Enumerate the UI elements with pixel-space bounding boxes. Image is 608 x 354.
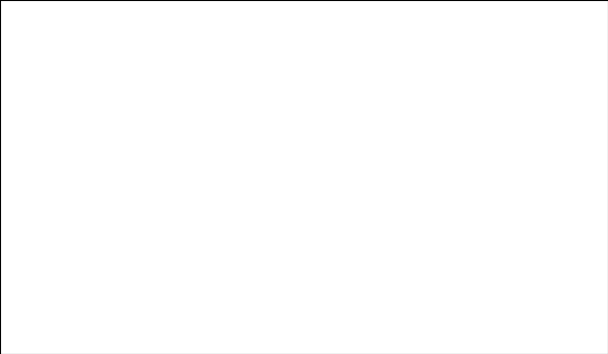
Bar: [320, 92, 336, 105]
FancyBboxPatch shape: [114, 242, 144, 284]
FancyBboxPatch shape: [81, 242, 111, 284]
Bar: [287, 92, 303, 105]
FancyBboxPatch shape: [347, 242, 376, 284]
FancyBboxPatch shape: [247, 242, 277, 284]
Text: GSM106279: GSM106279: [323, 243, 333, 289]
Text: GSM106275: GSM106275: [191, 243, 200, 289]
FancyBboxPatch shape: [147, 242, 177, 284]
Bar: [88, 62, 104, 92]
Bar: [220, 92, 237, 214]
FancyBboxPatch shape: [213, 242, 244, 284]
Text: GSM106283: GSM106283: [457, 243, 465, 289]
Bar: [154, 49, 171, 92]
Bar: [519, 85, 536, 92]
Text: GSM106282: GSM106282: [423, 243, 432, 289]
Text: GSM106280: GSM106280: [357, 243, 366, 289]
Title: GDS2080 / 11371: GDS2080 / 11371: [256, 28, 367, 41]
Bar: [194, 303, 213, 314]
Text: GSM106278: GSM106278: [291, 243, 300, 289]
Text: GSM106274: GSM106274: [158, 243, 167, 289]
Bar: [386, 49, 403, 92]
FancyBboxPatch shape: [181, 242, 210, 284]
Text: GSM106285: GSM106285: [523, 243, 532, 289]
Text: percentile rank within the sample: percentile rank within the sample: [222, 303, 387, 314]
Text: log10 ratio: log10 ratio: [222, 290, 275, 300]
Bar: [486, 92, 502, 138]
Text: GSM106281: GSM106281: [390, 243, 399, 289]
FancyBboxPatch shape: [413, 242, 443, 284]
Bar: [353, 92, 370, 115]
Bar: [194, 290, 213, 300]
Bar: [254, 92, 270, 105]
Text: GSM106284: GSM106284: [489, 243, 499, 289]
FancyBboxPatch shape: [513, 242, 542, 284]
Bar: [420, 49, 436, 92]
FancyBboxPatch shape: [379, 242, 410, 284]
Bar: [187, 92, 204, 99]
Text: GSM106250: GSM106250: [125, 243, 134, 289]
FancyBboxPatch shape: [446, 242, 476, 284]
Text: GSM106249: GSM106249: [91, 243, 100, 289]
Bar: [452, 59, 469, 92]
FancyBboxPatch shape: [313, 242, 343, 284]
Text: GSM106277: GSM106277: [257, 243, 266, 289]
FancyBboxPatch shape: [280, 242, 310, 284]
Bar: [121, 49, 137, 92]
FancyBboxPatch shape: [479, 242, 509, 284]
Text: GSM106276: GSM106276: [224, 243, 233, 289]
